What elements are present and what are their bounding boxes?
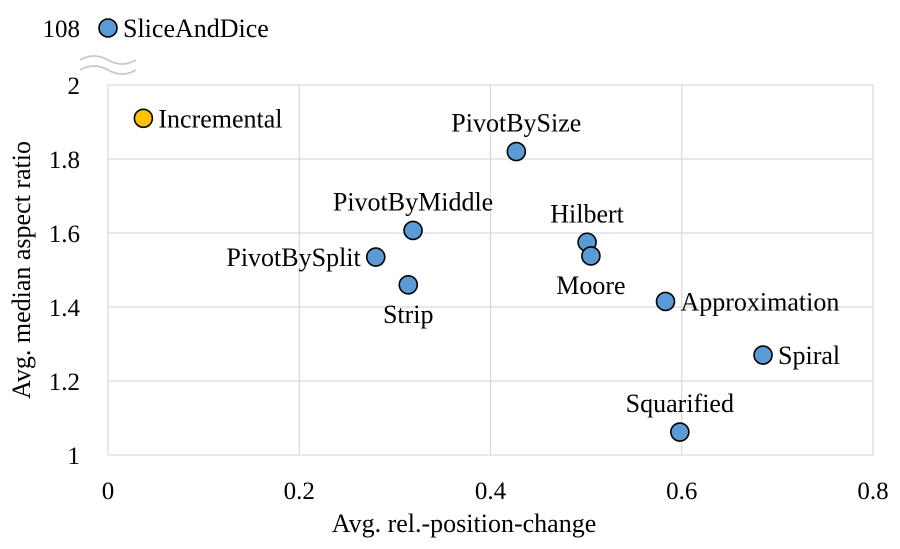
data-point <box>655 291 676 312</box>
data-point <box>398 274 419 295</box>
data-point <box>581 246 601 266</box>
data-label: Squarified <box>626 389 734 418</box>
x-tick-label: 0.4 <box>475 478 507 505</box>
data-point <box>506 141 527 162</box>
data-label: SliceAndDice <box>123 14 269 43</box>
data-point <box>133 108 154 129</box>
data-point <box>98 18 118 38</box>
data-label: Strip <box>383 300 434 329</box>
y-tick-label: 2 <box>68 73 81 100</box>
data-point <box>753 345 773 365</box>
y-tick-label: 1.6 <box>49 221 80 248</box>
point-labels: SliceAndDice Incremental PivotBySize PivotB… <box>123 14 840 418</box>
y-tick-label: 1 <box>68 443 81 470</box>
data-label: Moore <box>556 271 625 300</box>
y-axis-label: Avg. median aspect ratio <box>7 141 36 399</box>
data-label: Spiral <box>778 341 840 370</box>
tick-labels: 0 0.2 0.4 0.6 0.8 1 1.2 1.4 1.6 1.8 2 108 <box>43 16 889 505</box>
data-points <box>98 18 773 442</box>
data-label: PivotBySize <box>451 109 581 138</box>
y-tick-label-break-top: 108 <box>43 16 81 43</box>
x-tick-label: 0.8 <box>857 478 888 505</box>
x-tick-label: 0 <box>102 478 115 505</box>
y-tick-label: 1.4 <box>49 295 81 322</box>
y-tick-label: 1.8 <box>49 147 80 174</box>
data-label: Approximation <box>680 287 839 316</box>
x-tick-label: 0.2 <box>284 478 315 505</box>
data-point <box>403 220 423 241</box>
data-label: Incremental <box>158 104 282 133</box>
data-point <box>365 247 386 267</box>
axis-break-line <box>79 65 137 75</box>
data-label: PivotByMiddle <box>333 187 493 216</box>
y-tick-label: 1.2 <box>49 369 80 396</box>
axis-break-mark <box>79 55 137 75</box>
data-label: PivotBySplit <box>226 243 361 272</box>
data-label: Hilbert <box>550 199 624 228</box>
data-point <box>670 422 690 442</box>
axis-break-line <box>79 55 137 65</box>
gridlines <box>107 84 874 456</box>
x-tick-label: 0.6 <box>666 478 697 505</box>
x-axis-label: Avg. rel.-position-change <box>332 509 597 538</box>
